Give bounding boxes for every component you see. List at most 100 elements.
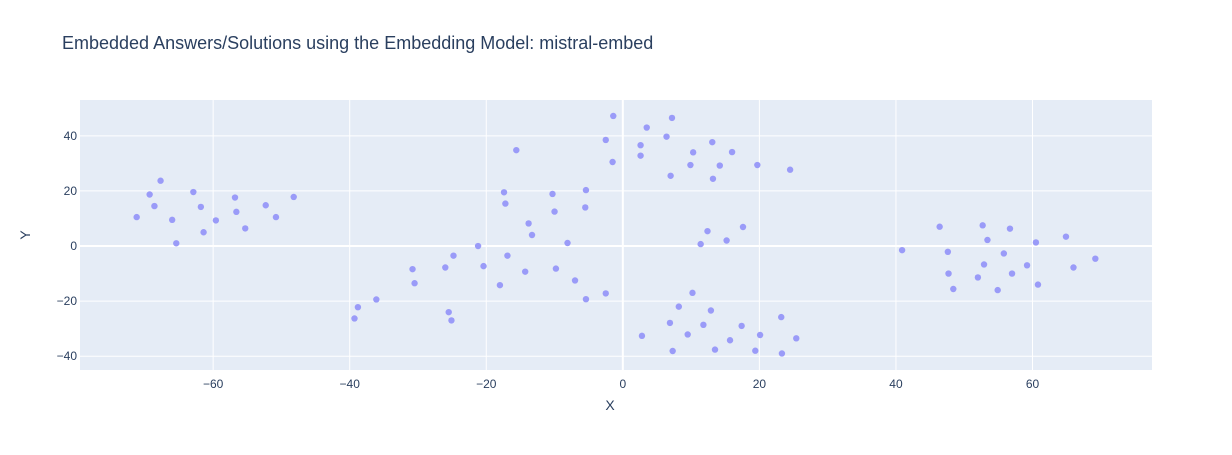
scatter-point[interactable] <box>496 281 504 289</box>
scatter-point[interactable] <box>571 277 579 284</box>
scatter-point[interactable] <box>936 223 943 230</box>
scatter-point[interactable] <box>668 114 676 122</box>
scatter-point[interactable] <box>994 286 1001 294</box>
scatter-point[interactable] <box>1034 281 1042 288</box>
scatter-point[interactable] <box>663 133 670 140</box>
scatter-point[interactable] <box>778 313 785 321</box>
scatter-point[interactable] <box>707 307 715 314</box>
scatter-point[interactable] <box>157 177 164 184</box>
scatter-point[interactable] <box>290 193 297 201</box>
scatter-point[interactable] <box>442 264 449 271</box>
scatter-point[interactable] <box>582 295 590 303</box>
scatter-point[interactable] <box>638 332 646 340</box>
scatter-point[interactable] <box>551 208 558 215</box>
scatter-point[interactable] <box>351 315 358 322</box>
scatter-point[interactable] <box>133 213 140 221</box>
scatter-point[interactable] <box>697 240 704 248</box>
scatter-point[interactable] <box>726 337 734 344</box>
scatter-point[interactable] <box>549 190 556 198</box>
scatter-point[interactable] <box>950 285 957 293</box>
scatter-point[interactable] <box>528 231 536 239</box>
scatter-point[interactable] <box>262 202 269 209</box>
scatter-point[interactable] <box>233 208 240 216</box>
scatter-point[interactable] <box>212 217 220 224</box>
scatter-point[interactable] <box>1070 264 1077 271</box>
scatter-point[interactable] <box>728 148 736 156</box>
scatter-point[interactable] <box>675 303 683 310</box>
scatter-point[interactable] <box>200 229 207 236</box>
scatter-point[interactable] <box>667 172 674 179</box>
scatter-point[interactable] <box>689 289 696 297</box>
scatter-point[interactable] <box>173 240 180 247</box>
scatter-point[interactable] <box>197 203 205 211</box>
scatter-point[interactable] <box>521 268 529 275</box>
scatter-point[interactable] <box>709 175 717 182</box>
scatter-point[interactable] <box>151 202 158 210</box>
scatter-point[interactable] <box>944 248 952 256</box>
scatter-point[interactable] <box>1008 270 1016 277</box>
scatter-point[interactable] <box>723 237 730 244</box>
scatter-point[interactable] <box>756 331 764 339</box>
scatter-point[interactable] <box>190 188 197 196</box>
scatter-point[interactable] <box>354 303 362 311</box>
scatter-point[interactable] <box>979 222 986 229</box>
scatter-point[interactable] <box>373 296 380 303</box>
scatter-point[interactable] <box>582 204 589 211</box>
scatter-point[interactable] <box>700 321 707 329</box>
scatter-point[interactable] <box>610 112 617 120</box>
scatter-point[interactable] <box>637 152 644 159</box>
scatter-point[interactable] <box>898 246 906 254</box>
scatter-point[interactable] <box>602 136 609 144</box>
scatter-point[interactable] <box>602 290 609 297</box>
scatter-point[interactable] <box>984 236 991 244</box>
scatter-point[interactable] <box>448 317 455 324</box>
scatter-point[interactable] <box>504 252 511 259</box>
scatter-point[interactable] <box>272 213 280 221</box>
scatter-point[interactable] <box>684 331 691 338</box>
scatter-point[interactable] <box>687 161 694 169</box>
scatter-point[interactable] <box>974 274 982 281</box>
scatter-point[interactable] <box>474 242 482 250</box>
scatter-point[interactable] <box>1006 225 1014 232</box>
scatter-point[interactable] <box>669 347 676 355</box>
scatter-point[interactable] <box>1062 233 1070 240</box>
scatter-point[interactable] <box>231 194 239 201</box>
scatter-point[interactable] <box>1000 250 1008 257</box>
scatter-point[interactable] <box>500 189 508 196</box>
scatter-point[interactable] <box>666 319 674 327</box>
scatter-point[interactable] <box>146 191 153 198</box>
scatter-point[interactable] <box>945 270 952 277</box>
scatter-point[interactable] <box>778 350 786 357</box>
scatter-point[interactable] <box>739 223 747 231</box>
scatter-point[interactable] <box>609 158 616 166</box>
scatter-point[interactable] <box>786 166 794 173</box>
scatter-point[interactable] <box>738 322 745 330</box>
scatter-point[interactable] <box>643 124 650 131</box>
scatter-point[interactable] <box>709 138 716 146</box>
scatter-point[interactable] <box>168 216 176 224</box>
scatter-point[interactable] <box>480 262 487 270</box>
scatter-point[interactable] <box>411 280 418 287</box>
scatter-point[interactable] <box>754 161 761 169</box>
scatter-point[interactable] <box>637 141 644 149</box>
scatter-point[interactable] <box>513 146 520 154</box>
scatter-point[interactable] <box>502 200 509 207</box>
scatter-point[interactable] <box>716 162 723 169</box>
scatter-point[interactable] <box>1032 239 1040 246</box>
scatter-point[interactable] <box>564 239 571 247</box>
scatter-point[interactable] <box>525 220 532 227</box>
scatter-point[interactable] <box>582 186 590 194</box>
scatter-point[interactable] <box>450 252 457 259</box>
scatter-point[interactable] <box>242 225 249 232</box>
scatter-point[interactable] <box>711 346 719 353</box>
scatter-point[interactable] <box>689 149 697 156</box>
scatter-point[interactable] <box>752 347 759 354</box>
scatter-point[interactable] <box>445 308 452 316</box>
scatter-point[interactable] <box>1092 255 1099 262</box>
scatter-point[interactable] <box>704 227 711 235</box>
scatter-point[interactable] <box>409 265 416 273</box>
scatter-point[interactable] <box>793 335 800 342</box>
scatter-point[interactable] <box>1023 262 1031 269</box>
scatter-point[interactable] <box>980 261 988 268</box>
scatter-point[interactable] <box>552 265 560 272</box>
